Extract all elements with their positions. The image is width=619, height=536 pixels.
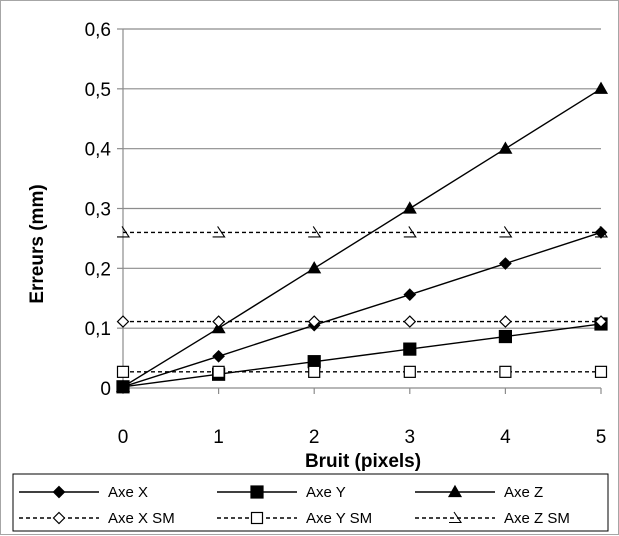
legend-label: Axe X [108, 484, 148, 501]
x-tick-label: 2 [309, 427, 320, 448]
x-tick-label: 3 [405, 427, 416, 448]
y-tick-label: 0,4 [85, 140, 112, 161]
axes [117, 28, 602, 394]
legend-box [12, 473, 609, 532]
data-point [593, 81, 609, 94]
data-point [595, 226, 609, 238]
data-point [307, 315, 321, 328]
series-line [122, 323, 602, 388]
y-tick-label: 0,2 [85, 259, 111, 280]
legend-marker [52, 511, 66, 525]
series-axe-x [116, 226, 608, 394]
data-point [403, 226, 417, 238]
y-tick-label: 0,3 [85, 200, 111, 221]
legend-label: Axe Y [306, 484, 346, 501]
data-point [499, 226, 513, 238]
data-point [499, 365, 512, 378]
data-point [116, 315, 130, 328]
data-point [307, 261, 322, 274]
data-point [116, 365, 130, 378]
legend-item: Axe Y SM [217, 510, 372, 527]
data-point [212, 315, 225, 328]
data-point [499, 315, 512, 328]
series-line [122, 231, 602, 388]
x-axis-title: Bruit (pixels) [305, 451, 421, 472]
data-point [212, 226, 226, 238]
legend: Axe X Axe Y Axe Z Axe X SM Axe Y SM Axe Z SM [12, 473, 609, 532]
legend-label: Axe Y SM [306, 510, 372, 527]
tick-labels: 0 0,1 0,2 0,3 0,4 0,5 0,6 0 1 2 3 4 5 [85, 20, 607, 448]
y-axis-title: Erreurs (mm) [27, 184, 48, 303]
legend-item: Axe Y [217, 484, 346, 501]
x-tick-label: 0 [118, 427, 129, 448]
legend-label: Axe X SM [108, 510, 175, 527]
data-point [499, 257, 512, 270]
data-point [594, 315, 608, 328]
legend-marker [250, 485, 264, 499]
series-layer [115, 81, 609, 394]
series-axe-z [115, 81, 609, 392]
legend-marker [250, 511, 264, 525]
y-tick-label: 0 [100, 379, 111, 400]
series-line [122, 88, 602, 388]
legend-item: Axe Z SM [415, 510, 570, 527]
y-tick-label: 0,6 [85, 20, 111, 41]
data-point [212, 365, 225, 378]
series-axe-y [116, 317, 608, 394]
legend-marker [449, 511, 463, 524]
series-axe-z-sm [117, 226, 609, 238]
legend-item: Axe X SM [19, 510, 175, 527]
y-tick-label: 0,5 [85, 80, 111, 101]
x-tick-label: 5 [596, 427, 607, 448]
y-tick-label: 0,1 [85, 319, 111, 340]
legend-item: Axe X [19, 484, 148, 501]
data-point [403, 288, 417, 302]
data-point [498, 141, 513, 154]
data-point [308, 365, 321, 378]
data-point [403, 315, 417, 328]
series-axe-x-sm [116, 315, 608, 328]
legend-item: Axe Z [415, 484, 543, 501]
legend-label: Axe Z [504, 484, 543, 501]
data-point [403, 365, 416, 378]
grid-lines [123, 28, 601, 329]
data-point [594, 365, 608, 378]
series-axe-y-sm [116, 365, 608, 378]
data-point [117, 226, 131, 238]
legend-marker [52, 485, 66, 499]
legend-marker [447, 484, 463, 498]
x-tick-label: 4 [500, 427, 511, 448]
data-point [115, 379, 131, 392]
data-point [402, 201, 417, 214]
x-tick-label: 1 [213, 427, 224, 448]
data-point [308, 226, 322, 238]
data-point [212, 349, 225, 363]
legend-label: Axe Z SM [504, 510, 570, 527]
data-point [498, 329, 512, 344]
data-point [403, 342, 417, 356]
